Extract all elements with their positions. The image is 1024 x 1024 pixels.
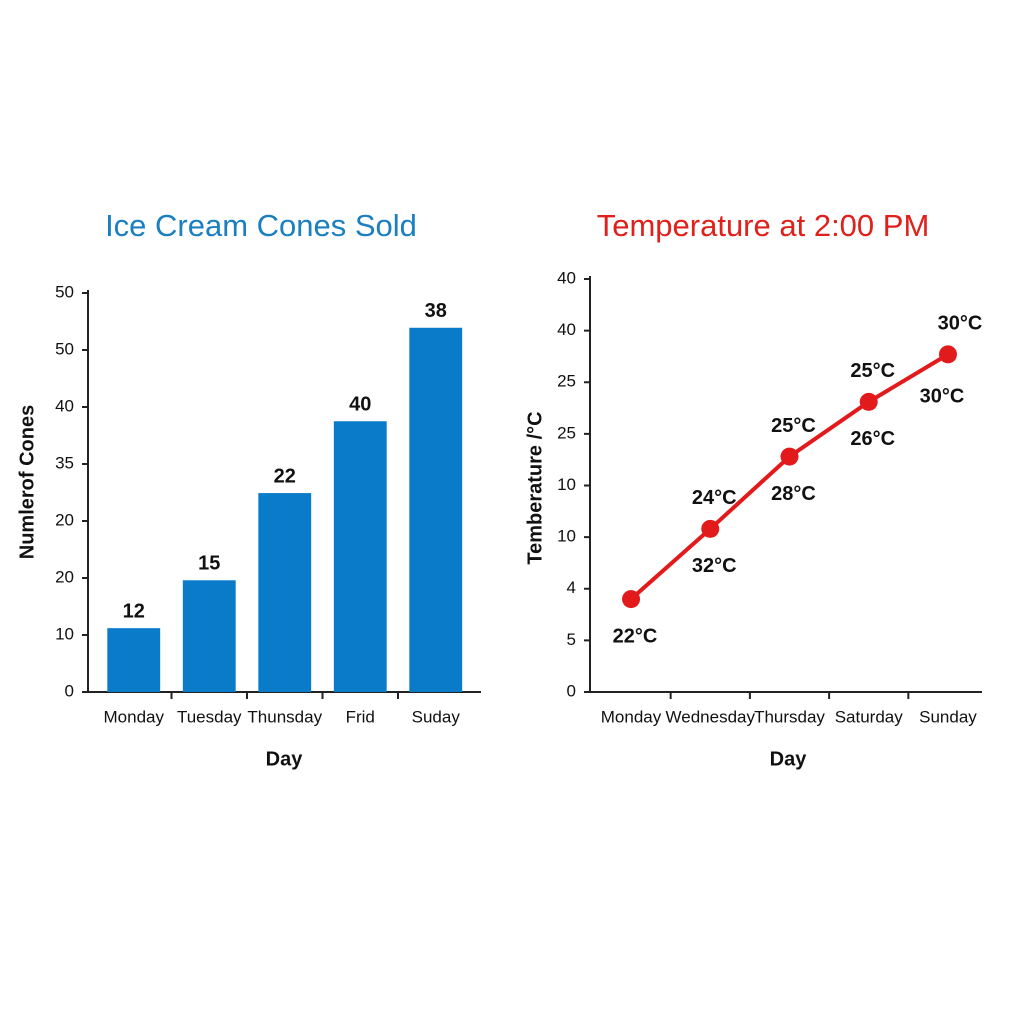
y-tick-label: 10 — [55, 624, 74, 643]
y-axis-title: Numlerof Cones — [16, 405, 38, 559]
y-tick-label: 40 — [55, 396, 74, 415]
point — [701, 519, 720, 538]
point — [622, 590, 641, 609]
y-tick-label: 20 — [55, 567, 74, 586]
chart-title: Ice Cream Cones Sold — [105, 208, 417, 243]
bar — [409, 327, 463, 692]
y-tick-label: 50 — [55, 339, 74, 358]
x-axis-title: Day — [266, 748, 304, 770]
point — [859, 392, 878, 411]
x-tick-label: Wednesday — [666, 707, 756, 726]
point-label: 24°C — [692, 487, 737, 509]
bar-annotation: 12 — [123, 600, 145, 622]
point-label: 32°C — [692, 555, 737, 577]
y-tick-label: 25 — [557, 423, 576, 442]
chart-title: Temperature at 2:00 PM — [597, 208, 930, 243]
y-tick-label: 10 — [557, 475, 576, 494]
x-tick-label: Tuesday — [177, 707, 242, 726]
y-tick-label: 40 — [557, 268, 576, 287]
x-tick-label: Frid — [346, 707, 375, 726]
y-axis-title: Temberature /°C — [524, 411, 546, 564]
point-label: 30°C — [938, 313, 983, 335]
bar-annotation: 38 — [425, 300, 447, 322]
x-tick-label: Monday — [601, 707, 662, 726]
x-tick-label: Thunsday — [247, 707, 322, 726]
point — [938, 345, 957, 364]
point-label: 28°C — [771, 483, 816, 505]
bar-annotation: 40 — [349, 394, 371, 416]
x-axis-title: Day — [770, 748, 808, 770]
point — [780, 447, 799, 466]
bar-annotation: 15 — [198, 553, 220, 575]
x-tick-label: Saturday — [835, 707, 904, 726]
bar — [333, 421, 387, 692]
y-tick-label: 10 — [557, 527, 576, 546]
y-tick-label: 0 — [65, 681, 74, 700]
bar-annotation: 22 — [274, 465, 296, 487]
point-label: 25°C — [850, 360, 895, 382]
x-tick-label: Sunday — [919, 707, 977, 726]
x-tick-label: Suday — [412, 707, 461, 726]
y-tick-label: 40 — [557, 320, 576, 339]
y-tick-label: 5 — [567, 630, 576, 649]
y-tick-label: 4 — [567, 578, 576, 597]
y-tick-label: 25 — [557, 372, 576, 391]
line — [629, 352, 950, 601]
bar — [107, 628, 161, 692]
point-label: 22°C — [613, 625, 658, 647]
point-label: 30°C — [920, 386, 965, 408]
y-tick-label: 50 — [55, 282, 74, 301]
point-label: 26°C — [850, 428, 895, 450]
y-tick-label: 0 — [567, 681, 576, 700]
x-tick-label: Thursday — [754, 707, 825, 726]
x-tick-label: Monday — [104, 707, 165, 726]
y-tick-label: 35 — [55, 453, 74, 472]
bar — [182, 580, 236, 692]
point-label: 25°C — [771, 415, 816, 437]
bar — [258, 493, 312, 692]
y-tick-label: 20 — [55, 510, 74, 529]
